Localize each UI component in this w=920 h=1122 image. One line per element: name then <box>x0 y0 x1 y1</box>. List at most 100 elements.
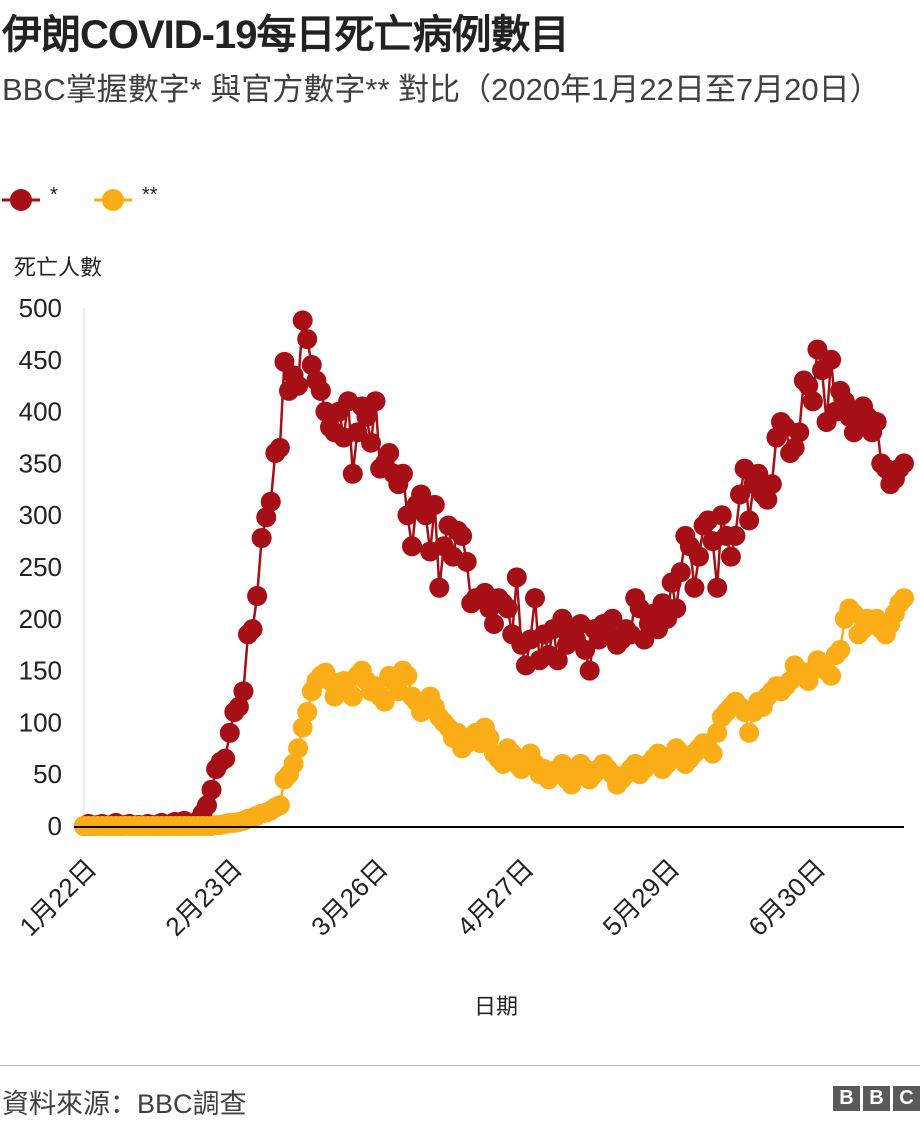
data-point-official <box>830 639 851 660</box>
legend-marker-bbc <box>2 189 40 211</box>
data-point-official <box>707 722 728 743</box>
data-point-official <box>283 753 304 774</box>
data-point-bbc <box>684 577 705 598</box>
data-point-bbc <box>739 510 760 531</box>
data-point-bbc <box>365 391 386 412</box>
data-point-bbc <box>452 525 473 546</box>
data-point-bbc <box>748 463 769 484</box>
data-point-bbc <box>402 536 422 557</box>
data-point-bbc <box>866 411 887 432</box>
bbc-logo-letter: B <box>833 1086 860 1111</box>
y-tick-label: 500 <box>19 293 62 323</box>
legend-item-official: ** <box>92 180 158 225</box>
data-point-bbc <box>292 310 313 331</box>
data-point-bbc <box>424 494 445 515</box>
data-point-official <box>342 686 363 707</box>
data-point-bbc <box>720 546 741 567</box>
data-point-bbc <box>707 577 728 598</box>
y-tick-label: 350 <box>19 448 62 478</box>
bbc-logo-letter: B <box>863 1086 890 1111</box>
data-point-official <box>821 665 842 686</box>
data-point-bbc <box>821 349 842 370</box>
data-point-official <box>702 743 723 764</box>
data-point-bbc <box>342 463 363 484</box>
data-point-bbc <box>247 586 268 607</box>
data-point-bbc <box>260 491 281 512</box>
data-point-bbc <box>392 463 413 484</box>
data-point-official <box>292 717 313 738</box>
data-point-official <box>552 753 573 774</box>
data-point-bbc <box>761 474 782 495</box>
x-tick-label: 5月29日 <box>597 853 686 942</box>
chart-title: 伊朗COVID-19每日死亡病例數目 <box>2 13 569 57</box>
data-point-official <box>297 702 318 723</box>
chart-subtitle: BBC掌握數字* 與官方數字** 對比（2020年1月22日至7月20日） <box>2 72 881 107</box>
x-tick-label: 2月23日 <box>159 853 248 942</box>
data-point-bbc <box>269 437 290 458</box>
data-point-bbc <box>233 681 254 702</box>
data-point-bbc <box>506 567 527 588</box>
x-tick-label: 4月27日 <box>451 853 540 942</box>
data-point-bbc <box>547 650 568 671</box>
data-point-bbc <box>219 722 240 743</box>
y-tick-label: 400 <box>19 397 62 427</box>
data-point-official <box>374 691 395 712</box>
data-point-bbc <box>484 613 504 634</box>
data-point-bbc <box>301 354 322 375</box>
data-point-bbc <box>807 339 828 360</box>
y-tick-label: 100 <box>19 707 62 737</box>
data-point-official <box>397 665 418 686</box>
data-point-bbc <box>379 443 400 464</box>
legend-item-bbc: * <box>0 180 58 225</box>
data-point-bbc <box>730 484 750 505</box>
x-axis-label: 日期 <box>474 994 518 1019</box>
y-tick-label: 450 <box>19 345 62 375</box>
data-point-bbc <box>251 527 272 548</box>
legend-label-bbc: * <box>50 184 58 206</box>
data-point-bbc <box>789 422 810 443</box>
bbc-logo-letter: C <box>893 1086 920 1111</box>
data-point-bbc <box>552 608 573 629</box>
data-point-bbc <box>579 660 600 681</box>
data-point-bbc <box>525 588 545 609</box>
y-tick-label: 150 <box>19 656 62 686</box>
data-point-bbc <box>894 453 914 474</box>
data-point-bbc <box>288 375 309 396</box>
data-point-bbc <box>361 432 381 453</box>
data-point-bbc <box>602 608 623 629</box>
legend-label-official: ** <box>142 184 158 206</box>
data-point-bbc <box>310 380 331 401</box>
data-point-bbc <box>666 598 687 619</box>
data-point-official <box>288 738 309 759</box>
x-tick-label: 6月30日 <box>742 853 831 942</box>
data-point-bbc <box>725 525 746 546</box>
data-point-official <box>269 795 290 816</box>
x-tick-label: 3月26日 <box>305 853 394 942</box>
footer-divider <box>0 1065 920 1066</box>
data-point-bbc <box>757 489 778 510</box>
data-point-bbc <box>201 779 222 800</box>
source-note: 資料來源：BBC調查 <box>2 1089 247 1119</box>
data-point-bbc <box>215 748 236 769</box>
line-chart: 0 50 100 150 200 250 300 350 400 450 500 1月22日 2月23日… <box>14 293 914 1019</box>
data-point-bbc <box>711 505 732 526</box>
data-point-bbc <box>802 391 823 412</box>
data-point-bbc <box>315 401 336 422</box>
data-point-bbc <box>228 696 249 717</box>
data-point-bbc <box>242 619 263 640</box>
data-point-bbc <box>689 546 709 567</box>
data-point-official <box>739 722 760 743</box>
y-tick-label: 0 <box>48 811 62 841</box>
data-point-bbc <box>784 437 805 458</box>
data-point-bbc <box>429 577 450 598</box>
y-tick-label: 200 <box>19 604 62 634</box>
data-point-bbc <box>670 562 691 583</box>
data-point-official <box>479 727 500 748</box>
x-tick-label: 1月22日 <box>14 853 103 942</box>
data-point-bbc <box>575 639 596 660</box>
data-point-bbc <box>356 406 377 427</box>
data-point-bbc <box>634 629 655 650</box>
y-tick-label: 50 <box>33 759 62 789</box>
bbc-logo: B B C <box>833 1086 920 1111</box>
data-point-bbc <box>347 422 368 443</box>
